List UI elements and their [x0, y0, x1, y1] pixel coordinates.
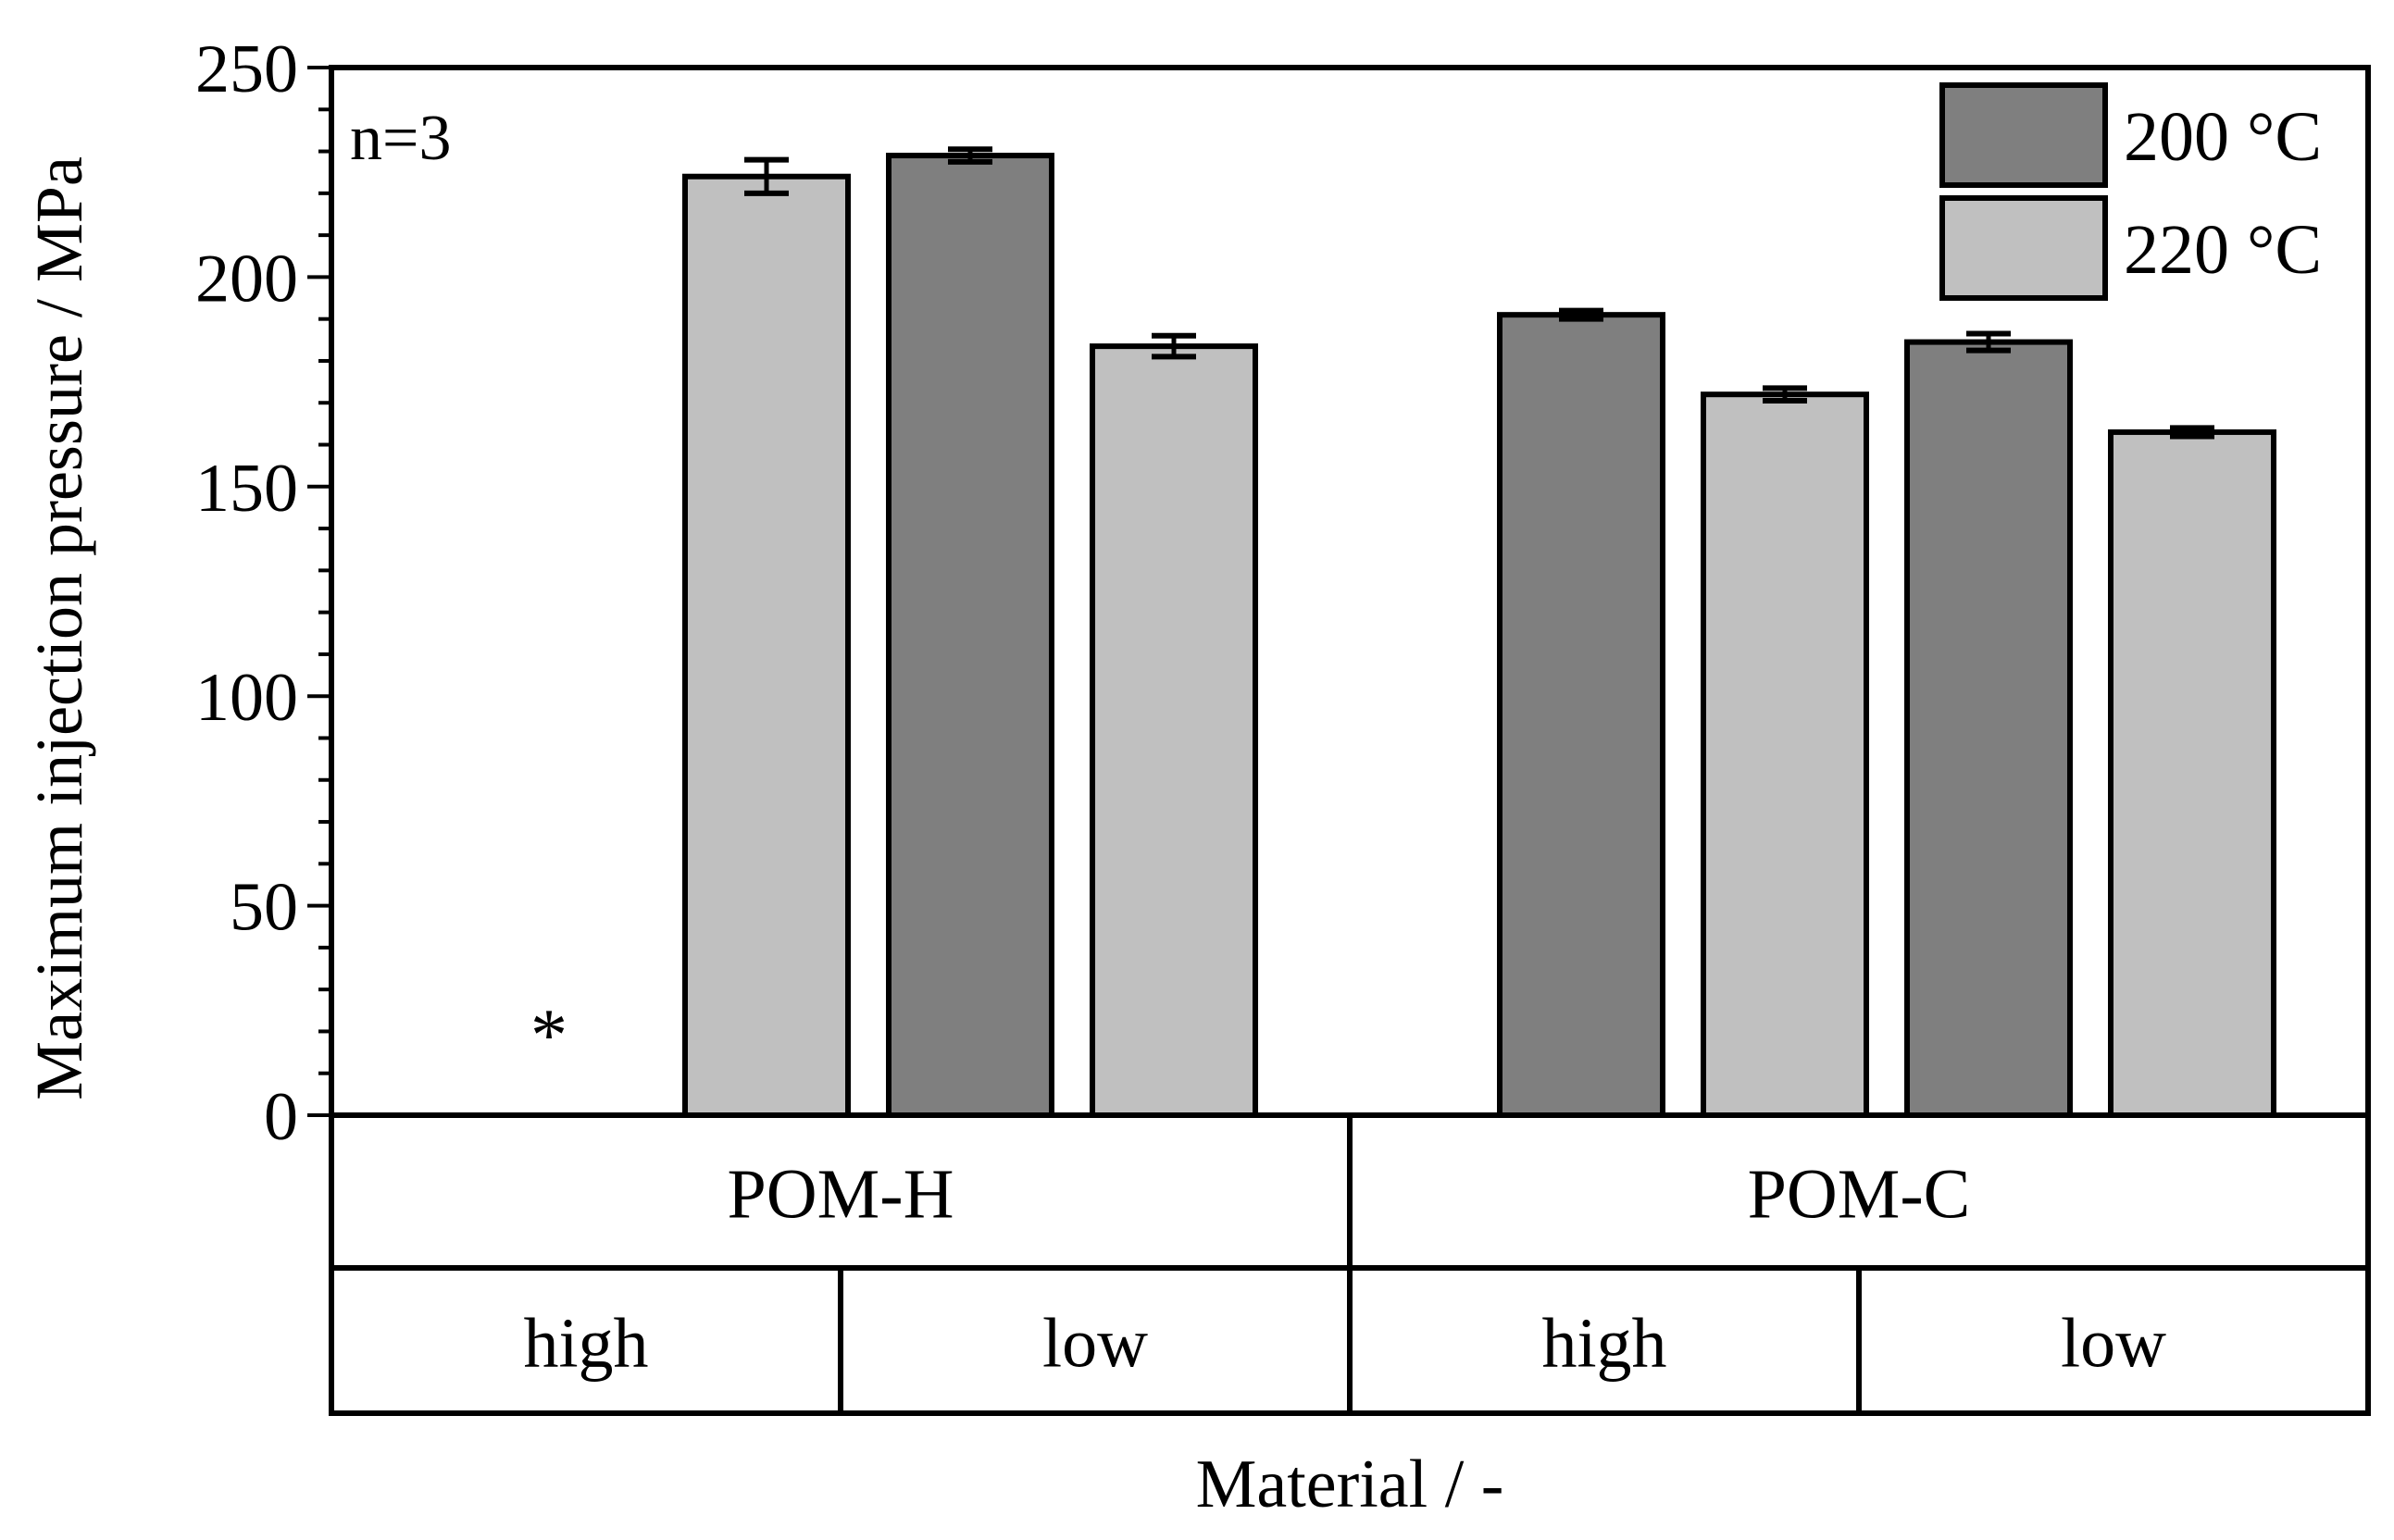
y-axis-label: Maximum injection pressure / MPa: [22, 156, 96, 1100]
bar-220C-pom-h-high: [682, 173, 851, 1118]
bar-220C-pom-c-low: [2108, 428, 2276, 1119]
y-tick-label: 50: [230, 870, 298, 946]
bar-220C-pom-h-low: [1090, 343, 1258, 1118]
group-label: POM-C: [1748, 1156, 1971, 1234]
x-axis-label: Material / -: [1196, 1447, 1504, 1522]
legend-label: 220 °C: [2124, 211, 2322, 289]
bar-200C-pom-c-high: [1497, 312, 1665, 1119]
y-tick-label: 150: [195, 451, 298, 527]
y-tick-label: 0: [264, 1079, 298, 1155]
bar-220C-pom-c-high: [1701, 391, 1869, 1118]
y-tick-label: 100: [195, 660, 298, 736]
subgroup-label: low: [1042, 1305, 1148, 1383]
legend-swatch: [1939, 195, 2108, 301]
subgroup-label: high: [523, 1305, 648, 1383]
sample-size-annotation: n=3: [350, 103, 451, 174]
bar-200C-pom-h-low: [886, 153, 1054, 1118]
missing-data-marker: *: [530, 995, 567, 1076]
subgroup-label: low: [2061, 1305, 2166, 1383]
legend-swatch: [1939, 82, 2108, 188]
group-label: POM-H: [728, 1156, 954, 1234]
legend-label: 200 °C: [2124, 98, 2322, 176]
y-tick-label: 250: [195, 31, 298, 107]
y-tick-label: 200: [195, 241, 298, 317]
bar-200C-pom-c-low: [1904, 339, 2073, 1119]
subgroup-label: high: [1541, 1305, 1666, 1383]
